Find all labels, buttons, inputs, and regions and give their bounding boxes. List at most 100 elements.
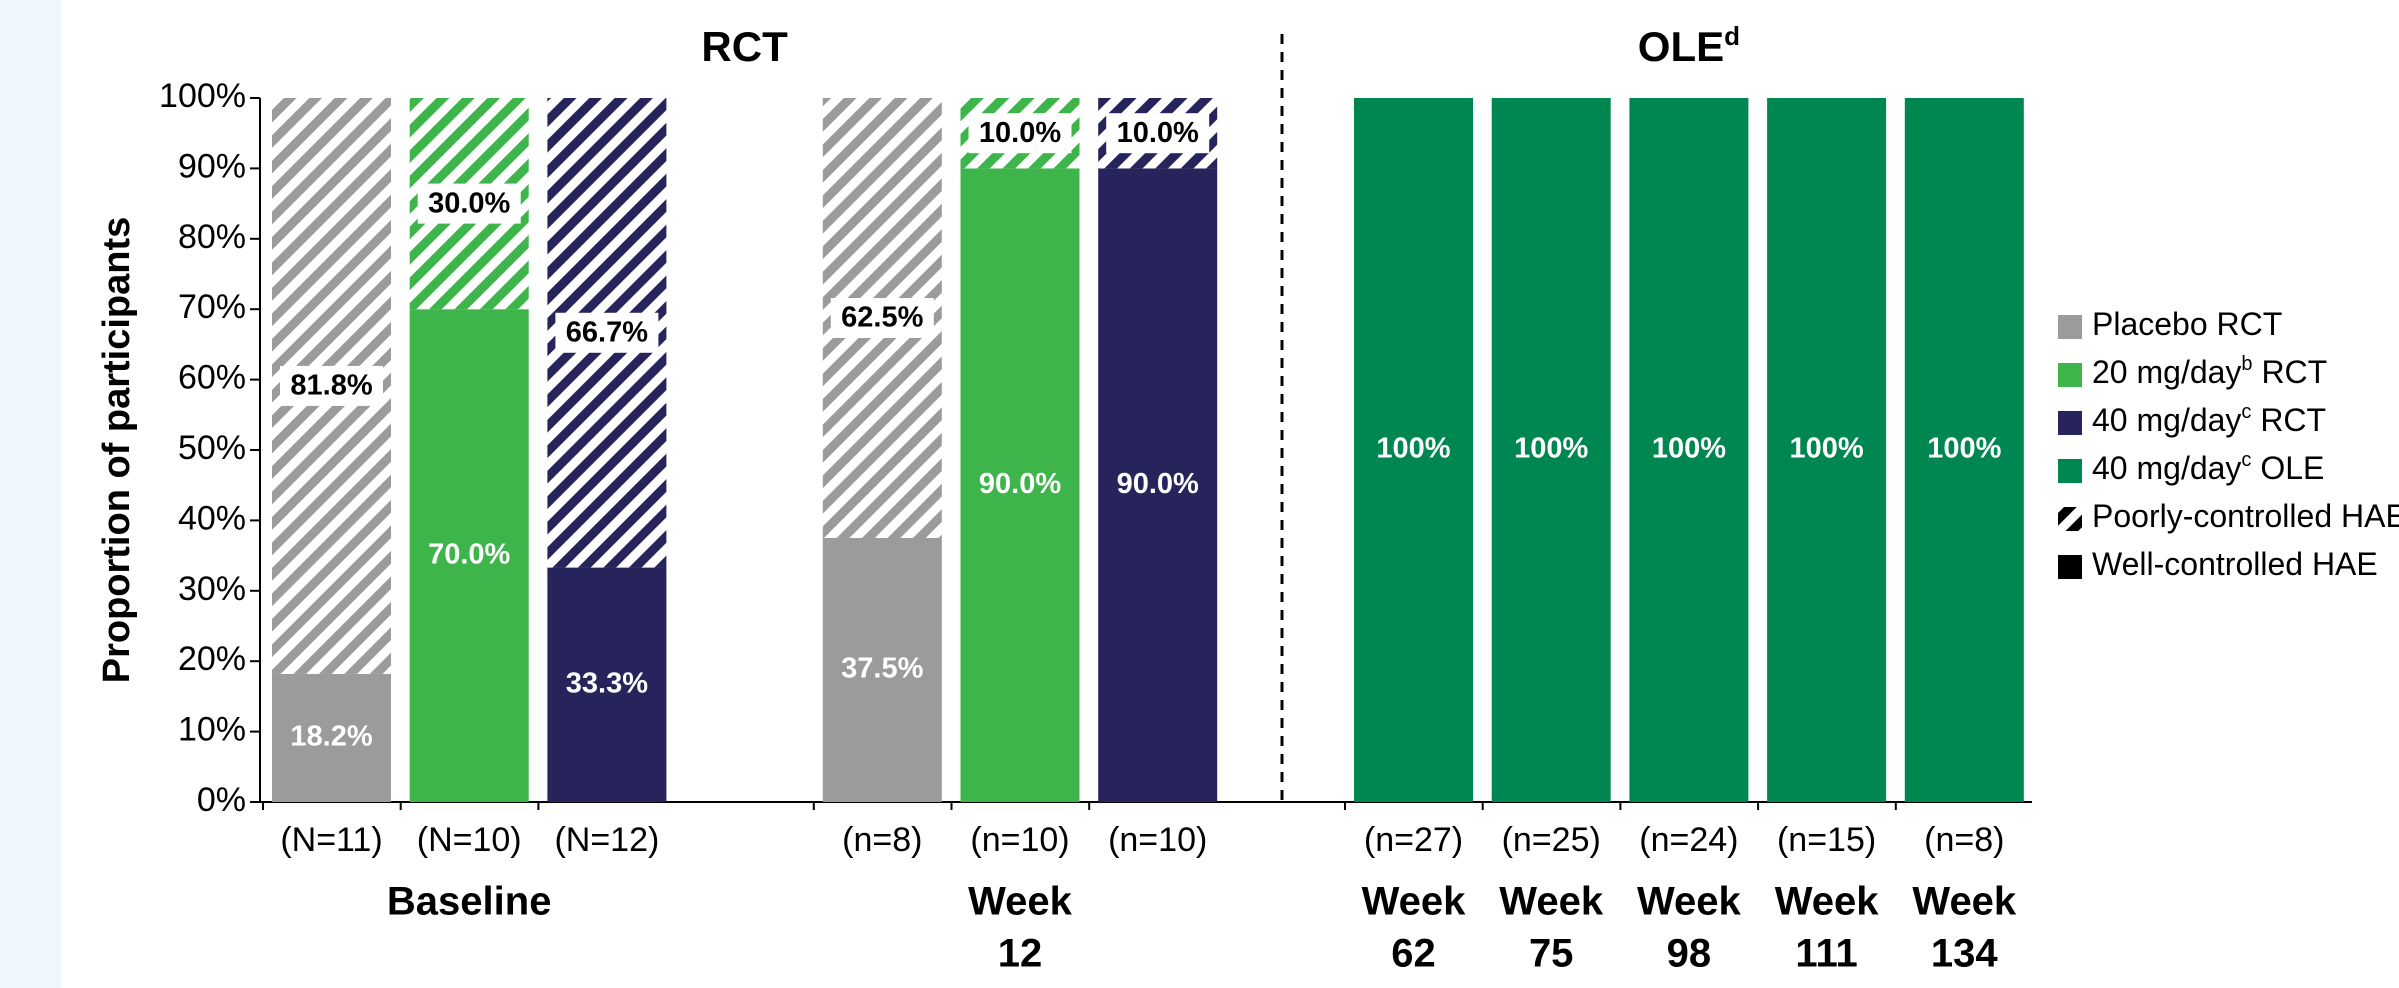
group-label: Baseline (387, 880, 552, 924)
y-tick-label: 0% (197, 781, 246, 819)
category-label: (N=12) (554, 821, 659, 859)
group-label: 75 (1529, 932, 1574, 976)
y-tick-label: 100% (159, 77, 246, 115)
value-label: 100% (1376, 433, 1450, 465)
y-tick-label: 50% (178, 429, 246, 467)
bar-well-controlled (1098, 168, 1218, 802)
value-label: 10.0% (1117, 117, 1199, 149)
y-tick-label: 30% (178, 570, 246, 608)
legend-label: 40 mg/dayc RCT (2092, 401, 2326, 438)
legend-swatch (2058, 459, 2082, 483)
label-box (968, 113, 1072, 154)
bar-well-controlled (822, 538, 942, 802)
category-label: (n=10) (1108, 821, 1207, 859)
label-box (417, 183, 521, 224)
legend-sup: c (2241, 449, 2251, 471)
group-label: Week (1912, 880, 2017, 924)
category-label: (n=8) (842, 821, 922, 859)
group-label: Week (1637, 880, 1742, 924)
value-label: 62.5% (841, 302, 923, 334)
category-label: (n=27) (1364, 821, 1463, 859)
legend-swatch (2058, 555, 2082, 579)
category-label: (n=10) (970, 821, 1069, 859)
section-title-text: RCT (701, 23, 788, 70)
legend-label: Placebo RCT (2092, 306, 2282, 342)
y-tick-label: 20% (178, 640, 246, 678)
value-label: 81.8% (290, 370, 372, 402)
section-title: RCT (701, 23, 788, 70)
legend-sup: RCT (2251, 402, 2326, 438)
label-box (1106, 113, 1210, 154)
section-title-sup: d (1724, 21, 1740, 51)
value-label: 100% (1514, 433, 1588, 465)
category-label: (n=15) (1777, 821, 1876, 859)
value-label: 90.0% (1117, 468, 1199, 500)
value-label: 66.7% (566, 316, 648, 348)
group-label: 98 (1667, 932, 1712, 976)
group-label: 111 (1795, 932, 1857, 976)
bar-well-controlled (1904, 98, 2024, 802)
group-label: Week (1775, 880, 1880, 924)
value-label: 30.0% (428, 187, 510, 219)
legend-label: Well-controlled HAE (2092, 546, 2378, 582)
legend-swatch (2058, 315, 2082, 339)
group-label: Week (1499, 880, 1604, 924)
bar-well-controlled (409, 309, 529, 802)
value-label: 100% (1652, 433, 1726, 465)
bar-well-controlled (1354, 98, 1473, 802)
y-tick-label: 70% (178, 288, 246, 326)
value-label: 90.0% (979, 468, 1061, 500)
group-label: 62 (1391, 932, 1436, 976)
y-tick-label: 60% (178, 359, 246, 397)
bar-well-controlled (1491, 98, 1611, 802)
legend-label: Poorly-controlled HAE (2092, 498, 2399, 534)
section-title-text: OLE (1638, 23, 1724, 70)
legend-sup: b (2241, 353, 2252, 375)
value-label: 33.3% (566, 667, 648, 699)
group-label: Week (1362, 880, 1467, 924)
bar-well-controlled (272, 673, 391, 802)
legend-text: 40 mg/day (2092, 402, 2241, 438)
legend-label: 40 mg/dayc OLE (2092, 449, 2324, 486)
value-label: 10.0% (979, 117, 1061, 149)
y-axis-label: Proportion of participants (96, 217, 138, 684)
legend-text: Placebo RCT (2092, 306, 2282, 342)
value-label: 100% (1790, 433, 1864, 465)
value-label: 100% (1927, 433, 2001, 465)
section-title: OLEd (1638, 21, 1740, 70)
label-box (830, 298, 934, 338)
y-tick-label: 80% (178, 218, 246, 256)
legend-text: 20 mg/day (2092, 354, 2241, 390)
y-tick-label: 10% (178, 711, 246, 749)
category-label: (n=8) (1924, 821, 2004, 859)
bar-well-controlled (960, 168, 1080, 802)
category-label: (n=25) (1502, 821, 1601, 859)
bar-well-controlled (1767, 98, 1887, 802)
legend-swatch (2058, 411, 2082, 435)
group-label: Week (968, 880, 1073, 924)
category-label: (n=24) (1639, 821, 1738, 859)
value-label: 37.5% (841, 653, 923, 685)
legend-swatch (2058, 507, 2082, 531)
y-tick-label: 40% (178, 499, 246, 537)
category-label: (N=10) (417, 821, 522, 859)
legend-swatch (2058, 363, 2082, 387)
legend-sup: c (2241, 401, 2251, 423)
legend-label: 20 mg/dayb RCT (2092, 353, 2327, 390)
side-strip (0, 0, 61, 988)
bar-well-controlled (547, 567, 667, 802)
legend-text: Poorly-controlled HAE (2092, 498, 2399, 534)
legend-text: Well-controlled HAE (2092, 546, 2378, 582)
label-box (555, 312, 659, 353)
bar-well-controlled (1629, 98, 1749, 802)
legend-sup: OLE (2251, 450, 2324, 486)
group-label: 134 (1931, 932, 1998, 976)
label-box (280, 365, 383, 406)
y-tick-label: 90% (178, 147, 246, 185)
legend-sup: RCT (2253, 354, 2328, 390)
value-label: 70.0% (428, 538, 510, 570)
category-label: (N=11) (280, 821, 382, 859)
legend-text: 40 mg/day (2092, 450, 2241, 486)
